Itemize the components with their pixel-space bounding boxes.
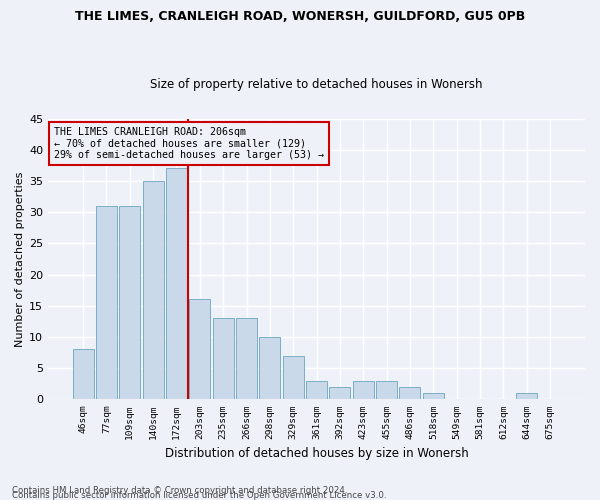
Bar [212,318,233,400]
Bar [166,168,187,400]
Bar [516,393,537,400]
Bar [329,387,350,400]
Bar [283,356,304,400]
X-axis label: Distribution of detached houses by size in Wonersh: Distribution of detached houses by size … [165,447,469,460]
Bar [306,380,327,400]
Bar [190,300,211,400]
Bar [353,380,374,400]
Title: Size of property relative to detached houses in Wonersh: Size of property relative to detached ho… [151,78,483,91]
Bar [236,318,257,400]
Bar [259,337,280,400]
Bar [73,350,94,400]
Text: Contains HM Land Registry data © Crown copyright and database right 2024.: Contains HM Land Registry data © Crown c… [12,486,347,495]
Bar [143,181,164,400]
Text: Contains public sector information licensed under the Open Government Licence v3: Contains public sector information licen… [12,491,386,500]
Bar [376,380,397,400]
Text: THE LIMES CRANLEIGH ROAD: 206sqm
← 70% of detached houses are smaller (129)
29% : THE LIMES CRANLEIGH ROAD: 206sqm ← 70% o… [53,127,323,160]
Bar [96,206,117,400]
Bar [400,387,421,400]
Bar [423,393,444,400]
Text: THE LIMES, CRANLEIGH ROAD, WONERSH, GUILDFORD, GU5 0PB: THE LIMES, CRANLEIGH ROAD, WONERSH, GUIL… [75,10,525,23]
Y-axis label: Number of detached properties: Number of detached properties [15,171,25,346]
Bar [119,206,140,400]
